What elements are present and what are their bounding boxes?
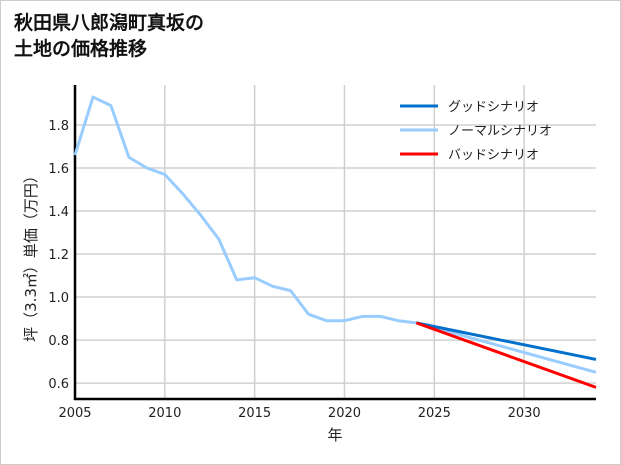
title-line-2: 土地の価格推移 xyxy=(14,38,148,60)
x-axis-label: 年 xyxy=(327,426,342,444)
series-line-2 xyxy=(415,321,597,389)
legend-label: グッドシナリオ xyxy=(448,100,539,115)
y-tick-label: 1.4 xyxy=(48,205,69,220)
x-tick-label: 2010 xyxy=(148,406,181,421)
series-line-1 xyxy=(73,95,597,374)
x-tick-label: 2025 xyxy=(418,406,451,421)
legend-label: バッドシナリオ xyxy=(448,148,539,163)
y-axis-label: 坪（3.3㎡）単価（万円） xyxy=(22,168,40,342)
y-tick-label: 1.8 xyxy=(48,119,69,134)
y-tick-label: 1.6 xyxy=(48,162,69,177)
y-tick-label: 0.6 xyxy=(48,377,69,392)
chart-title: 秋田県八郎潟町真坂の 土地の価格推移 xyxy=(14,10,204,62)
x-tick-label: 2005 xyxy=(58,406,91,421)
y-tick-label: 0.8 xyxy=(48,334,69,349)
legend-label: ノーマルシナリオ xyxy=(448,124,552,139)
series-line-0 xyxy=(416,321,597,361)
y-tick-label: 1.0 xyxy=(48,291,69,306)
x-tick-label: 2020 xyxy=(328,406,361,421)
y-tick-label: 1.2 xyxy=(48,248,69,263)
x-tick-label: 2030 xyxy=(508,406,541,421)
x-tick-label: 2015 xyxy=(238,406,271,421)
title-line-1: 秋田県八郎潟町真坂の xyxy=(14,12,205,34)
